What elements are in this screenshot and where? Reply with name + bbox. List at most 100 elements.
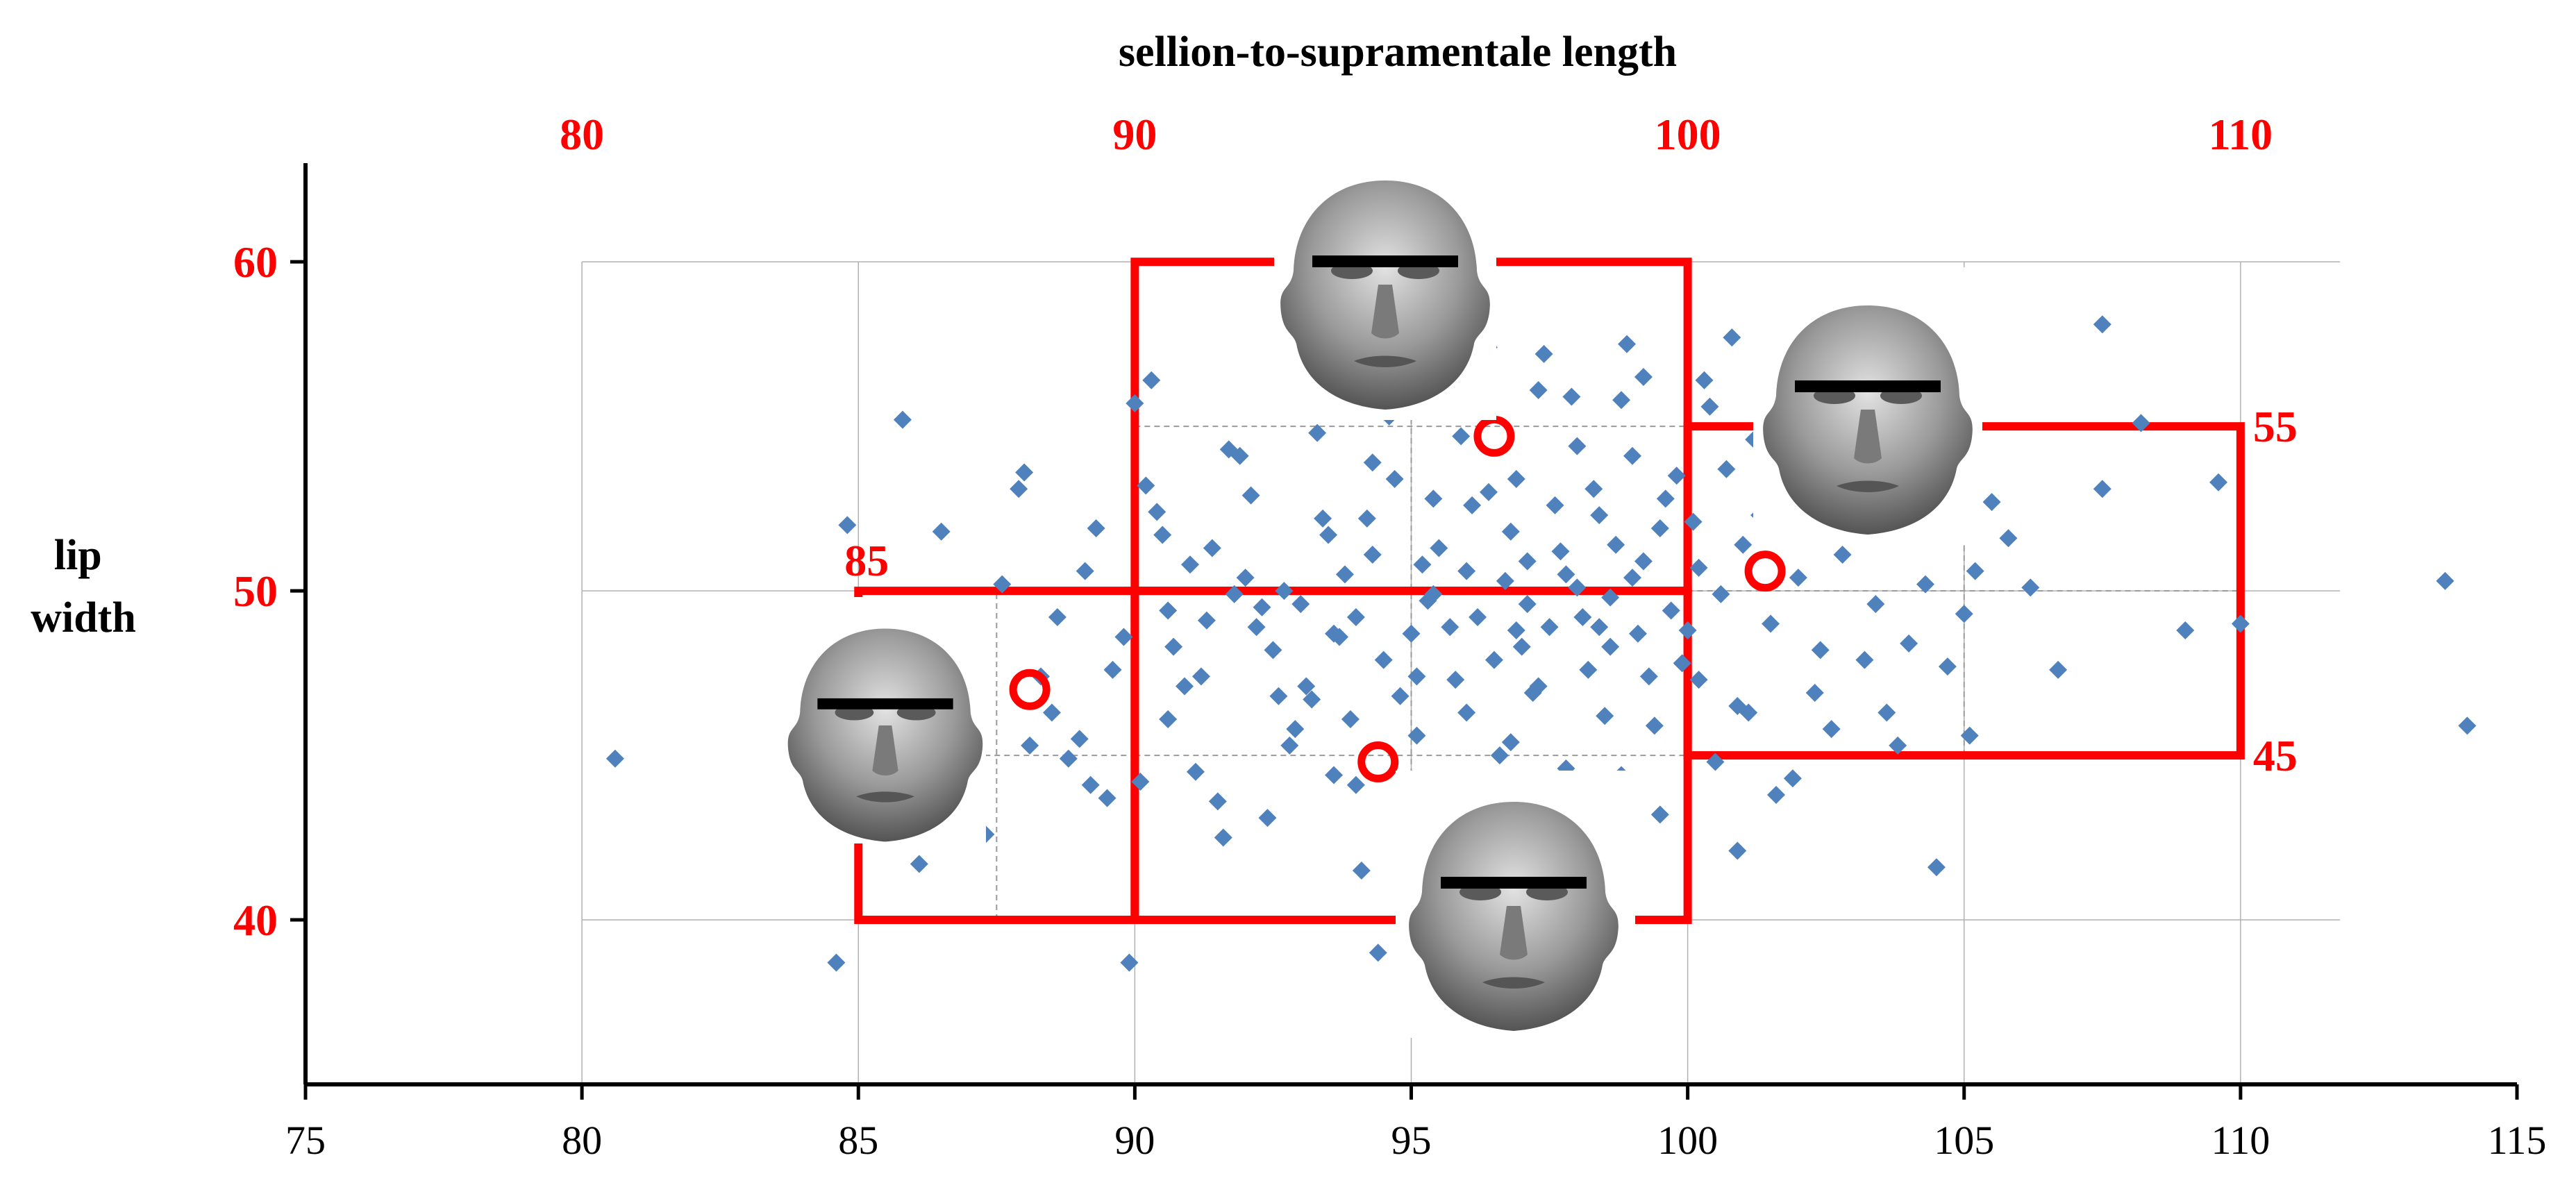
data-point	[1142, 371, 1161, 389]
top-tick-label: 100	[1655, 110, 1721, 159]
data-point	[1551, 542, 1570, 561]
data-point	[1203, 539, 1221, 557]
data-point	[1916, 575, 1935, 594]
data-point	[1501, 522, 1520, 541]
data-point	[1469, 608, 1487, 627]
x-tick-label: 80	[562, 1118, 602, 1163]
data-point	[1424, 489, 1443, 508]
data-point	[2458, 716, 2477, 735]
highlighted-points	[1009, 415, 1786, 783]
data-point	[1529, 677, 1548, 696]
data-point	[1568, 437, 1587, 455]
data-point	[1767, 785, 1786, 804]
data-point	[1590, 618, 1609, 637]
highlight-circle	[1357, 741, 1399, 783]
data-point	[932, 522, 951, 541]
data-point	[1391, 687, 1410, 705]
data-point	[1369, 943, 1387, 962]
data-point	[1623, 446, 1641, 465]
data-point	[1700, 397, 1719, 416]
data-point	[1015, 463, 1034, 482]
data-point	[1689, 671, 1708, 689]
data-point	[1717, 460, 1736, 478]
data-point	[1319, 526, 1338, 544]
data-point	[1021, 736, 1039, 755]
data-point	[1938, 657, 1957, 676]
data-point	[1385, 469, 1404, 488]
box-labels: 85 55 45	[844, 402, 2298, 780]
data-point	[910, 855, 928, 873]
data-point	[1601, 588, 1620, 607]
data-point	[1479, 482, 1498, 501]
data-point	[1966, 562, 1984, 580]
data-point	[993, 575, 1012, 594]
data-point	[827, 953, 846, 972]
data-point	[1463, 496, 1482, 514]
data-point	[1303, 690, 1321, 709]
data-point	[1081, 775, 1100, 794]
data-point	[1484, 650, 1503, 669]
data-point	[1010, 480, 1028, 498]
data-point	[1734, 535, 1753, 554]
data-point	[1728, 841, 1747, 860]
data-point	[1308, 423, 1327, 442]
data-point	[2093, 315, 2111, 334]
data-point	[1407, 726, 1426, 745]
x-tick-label: 110	[2211, 1118, 2270, 1163]
data-point	[2436, 571, 2454, 590]
data-point	[1596, 707, 1614, 725]
data-point	[1413, 555, 1432, 574]
data-point	[1264, 641, 1282, 660]
top-tick-label: 110	[2209, 110, 2273, 159]
data-point	[1164, 637, 1183, 656]
data-point	[1114, 628, 1133, 646]
data-point	[2093, 480, 2111, 498]
data-point	[1280, 736, 1299, 755]
data-point	[1634, 368, 1653, 387]
data-point	[1098, 789, 1116, 807]
data-point	[1126, 394, 1144, 412]
data-point	[1805, 684, 1824, 703]
data-point	[1070, 730, 1089, 748]
data-point	[1214, 828, 1232, 847]
data-point	[1689, 558, 1708, 577]
data-point	[1612, 391, 1631, 410]
data-point	[1131, 772, 1150, 791]
data-point	[1191, 667, 1210, 686]
data-point	[1159, 709, 1178, 728]
data-point	[1424, 585, 1443, 603]
data-point	[1662, 601, 1680, 620]
data-point	[1230, 446, 1249, 465]
face-icon-right	[1753, 267, 1982, 545]
data-point	[1783, 769, 1802, 788]
data-point	[1253, 598, 1271, 616]
data-point	[1048, 608, 1067, 627]
x-tick-label: 90	[1114, 1118, 1155, 1163]
data-point	[1584, 480, 1603, 498]
data-point	[1540, 618, 1559, 637]
data-point	[1634, 552, 1653, 571]
data-point	[1877, 703, 1896, 722]
data-point	[1176, 677, 1194, 696]
data-point	[1695, 371, 1714, 389]
highlight-circle	[1473, 415, 1515, 457]
data-point	[2176, 621, 2195, 639]
y-axis-title: lip width	[31, 532, 136, 641]
data-point	[1258, 809, 1277, 828]
data-points	[605, 312, 2477, 972]
data-point	[1573, 608, 1592, 627]
data-point	[1430, 539, 1448, 557]
data-point	[1103, 660, 1122, 679]
data-point	[1374, 650, 1393, 669]
data-point	[1441, 618, 1460, 637]
data-point	[1656, 489, 1675, 508]
data-point	[1490, 746, 1509, 765]
data-point	[1496, 571, 1514, 590]
data-point	[1855, 650, 1874, 669]
data-point	[1507, 621, 1525, 639]
data-point	[1042, 703, 1061, 722]
data-point	[1866, 595, 1885, 614]
x-tick-label: 75	[285, 1118, 326, 1163]
axes: 75 80 85 90 95 100 105 110 115 80 90 100 110 40 50 60	[233, 110, 2546, 1163]
data-point	[1247, 618, 1266, 637]
